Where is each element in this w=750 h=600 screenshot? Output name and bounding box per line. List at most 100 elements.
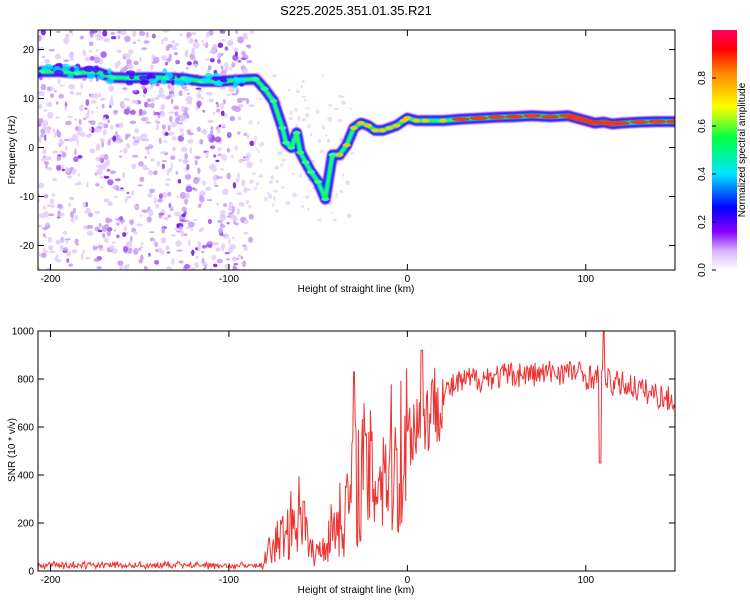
noise-speckle <box>153 197 157 204</box>
noise-speckle <box>274 165 279 170</box>
noise-speckle <box>181 213 186 218</box>
noise-speckle <box>94 128 102 133</box>
noise-speckle <box>179 219 186 222</box>
noise-speckle <box>212 174 219 182</box>
noise-speckle <box>210 126 214 130</box>
ridge-peak <box>371 128 380 133</box>
noise-speckle <box>124 53 131 59</box>
noise-speckle <box>195 255 200 259</box>
noise-speckle <box>339 189 344 194</box>
noise-speckle <box>131 163 137 170</box>
noise-speckle <box>195 105 198 111</box>
snr-y-ticks: 0 200 400 600 800 1000 <box>12 327 675 578</box>
noise-speckle <box>145 266 148 270</box>
noise-speckle <box>48 48 55 52</box>
noise-speckle <box>327 116 333 122</box>
noise-speckle <box>287 88 291 92</box>
noise-speckle <box>179 191 186 199</box>
snr-y-tick-label: 0 <box>28 567 34 578</box>
colorbar: 0.0 0.2 0.4 0.6 0.8 Normalized spectral ampl… <box>697 30 748 277</box>
noise-speckle <box>190 228 194 232</box>
snr-y-tick-label: 600 <box>17 423 34 434</box>
noise-speckle <box>174 43 179 47</box>
noise-speckle <box>151 97 155 103</box>
noise-speckle <box>211 254 217 261</box>
noise-speckle <box>217 219 223 224</box>
noise-speckle <box>180 105 185 112</box>
noise-speckle <box>40 83 47 91</box>
noise-speckle <box>146 216 152 223</box>
noise-speckle <box>168 203 171 208</box>
noise-speckle <box>249 140 255 147</box>
noise-speckle <box>167 84 171 89</box>
noise-speckle <box>156 160 161 167</box>
noise-speckle <box>168 167 173 173</box>
noise-speckle <box>44 236 48 239</box>
noise-speckle <box>99 157 103 162</box>
noise-speckle <box>111 241 116 244</box>
noise-speckle <box>89 33 94 39</box>
noise-speckle <box>136 223 143 227</box>
noise-speckle <box>177 178 182 184</box>
noise-speckle <box>52 150 59 154</box>
noise-speckle <box>92 245 98 251</box>
snr-y-tick-label: 800 <box>17 375 34 386</box>
noise-speckle <box>153 259 160 265</box>
ridge-blob <box>83 65 94 72</box>
noise-speckle <box>69 211 75 219</box>
noise-speckle <box>220 102 225 110</box>
noise-speckle <box>109 245 115 250</box>
noise-speckle <box>313 196 316 199</box>
noise-speckle <box>44 58 51 64</box>
noise-speckle <box>185 226 191 229</box>
noise-speckle <box>79 131 86 138</box>
noise-speckle <box>221 245 225 252</box>
noise-speckle <box>167 124 171 131</box>
noise-speckle <box>178 158 183 163</box>
noise-speckle <box>99 138 105 142</box>
noise-speckle <box>45 167 53 171</box>
noise-speckle <box>94 172 98 176</box>
noise-speckle <box>88 212 93 218</box>
noise-speckle <box>102 30 108 37</box>
noise-speckle <box>109 99 114 107</box>
noise-speckle <box>273 196 276 202</box>
noise-speckle <box>66 258 70 263</box>
noise-speckle <box>191 249 195 256</box>
noise-speckle <box>134 140 140 143</box>
noise-speckle <box>216 108 221 113</box>
noise-speckle <box>71 248 78 254</box>
noise-speckle <box>120 30 127 36</box>
noise-speckle <box>42 233 46 238</box>
noise-speckle <box>170 234 176 237</box>
noise-speckle <box>59 244 64 252</box>
noise-speckle <box>127 264 130 268</box>
ridge-peak <box>301 160 310 165</box>
noise-speckle <box>73 156 79 163</box>
noise-speckle <box>122 66 128 72</box>
noise-speckle <box>197 204 202 208</box>
noise-speckle <box>200 96 204 100</box>
noise-speckle <box>186 61 192 66</box>
noise-speckle <box>45 164 48 169</box>
noise-speckle <box>202 42 207 47</box>
noise-speckle <box>43 194 49 199</box>
snr-area <box>38 331 675 571</box>
spectrogram-y-tick-label: 20 <box>23 45 35 56</box>
noise-speckle <box>300 85 304 88</box>
noise-speckle <box>160 103 166 111</box>
noise-speckle <box>298 173 303 178</box>
noise-speckle <box>165 45 170 52</box>
noise-speckle <box>117 260 124 266</box>
noise-speckle <box>151 33 156 39</box>
noise-speckle <box>321 125 326 130</box>
noise-speckle <box>74 118 78 121</box>
noise-speckle <box>113 229 117 232</box>
noise-speckle <box>220 110 225 117</box>
noise-speckle <box>59 237 65 244</box>
noise-speckle <box>224 251 230 255</box>
noise-speckle <box>301 80 305 83</box>
noise-speckle <box>95 164 103 168</box>
noise-speckle <box>155 83 160 87</box>
